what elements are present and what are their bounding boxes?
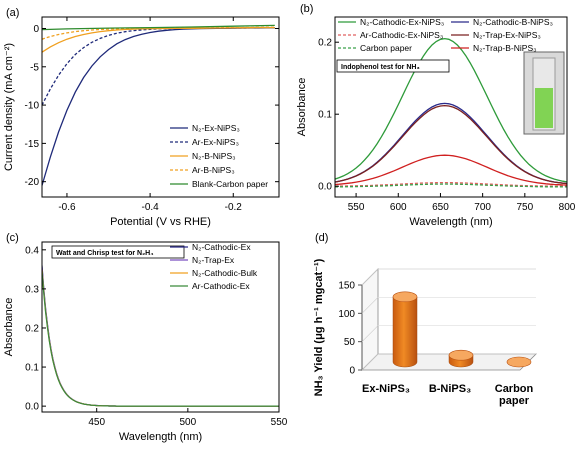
y-tick-label-c: 0.2 — [25, 323, 39, 334]
gridline-d — [361, 297, 379, 314]
category-label-d: paper — [499, 395, 530, 407]
x-axis-label-a: Potential (V vs RHE) — [110, 216, 211, 228]
y-tick-label-d: 150 — [338, 281, 355, 292]
panel-b-label: (b) — [300, 3, 313, 15]
panel-a: (a) -0.6 -0.4 -0.2 0 -5 -10 -15 -20 Potential (V … — [3, 7, 280, 228]
panel-a-label: (a) — [6, 7, 19, 19]
annotation-c: Watt and Chrisp test for N₂H₄ — [56, 250, 154, 257]
legend-label-c: N₂-Cathodic-Bulk — [192, 268, 258, 278]
y-tick-label-d: 100 — [338, 309, 355, 320]
x-tick-label-c: 500 — [180, 417, 197, 428]
series-a-4 — [42, 24, 275, 31]
y-tick-label-b: 0.2 — [318, 38, 332, 49]
x-tick-label-b: 750 — [516, 202, 533, 213]
x-tick-label-c: 450 — [88, 417, 105, 428]
legend-label-a: Blank-Carbon paper — [192, 179, 268, 189]
legend-label-b: N₂-Trap-B-NiPS₃ — [473, 43, 537, 53]
series-b-5 — [335, 154, 567, 186]
series-a-0 — [42, 27, 275, 186]
y-tick-label-d: 50 — [344, 337, 356, 348]
annotation-box-c — [51, 245, 185, 259]
series-b-0 — [335, 37, 567, 183]
gridline-d — [361, 268, 379, 286]
y-axis-label-a: Current density (mA cm⁻²) — [3, 43, 15, 171]
panel-b-frame — [334, 16, 568, 198]
y-tick-label-a: -15 — [25, 139, 40, 150]
x-tick-label-b: 550 — [348, 202, 365, 213]
y-tick-label-c: 0.0 — [25, 402, 39, 413]
legend-label-a: Ar-Ex-NiPS₃ — [192, 137, 239, 147]
legend-label-b: Ar-Cathodic-Ex-NiPS₃ — [360, 30, 443, 40]
panel-d: (d) 0 50 100 150 NH₃ Yield (μg h⁻¹ mgcat⁻¹) Ex… — [313, 232, 537, 407]
bar-top-0 — [392, 291, 418, 303]
series-b-3 — [335, 104, 567, 185]
category-label-d: Carbon — [495, 383, 534, 395]
legend-label-b: Carbon paper — [360, 43, 412, 53]
legend-label-b: N₂-Trap-Ex-NiPS₃ — [473, 30, 541, 40]
x-tick-label-a: -0.2 — [225, 202, 243, 213]
side-wall — [361, 268, 379, 371]
gridline-d — [361, 353, 379, 371]
x-axis-label-b: Wavelength (nm) — [409, 216, 492, 228]
y-tick-label-a: -20 — [25, 177, 40, 188]
y-tick-label-c: 0.3 — [25, 284, 39, 295]
panel-d-label: (d) — [315, 232, 328, 244]
x-tick-label-b: 700 — [474, 202, 491, 213]
y-tick-label-c: 0.4 — [25, 245, 39, 256]
series-a-1 — [42, 27, 275, 106]
annotation-b: Indophenol test for NH₃ — [341, 64, 420, 71]
legend-label-a: Ar-B-NiPS₃ — [192, 165, 235, 175]
gridline-d — [361, 325, 379, 342]
legend-label-b: N₂-Cathodic-B-NiPS₃ — [473, 17, 553, 27]
panel-c: (c) 450 500 550 0.0 0.1 0.2 0.3 0.4 Wavelength (n… — [3, 232, 288, 443]
cuvette-green-liquid — [535, 88, 553, 128]
series-b-4 — [335, 183, 567, 188]
category-label-d: Ex-NiPS₃ — [362, 383, 410, 395]
x-tick-label-c: 550 — [271, 417, 288, 428]
annotation-box-b — [336, 59, 450, 73]
legend-label-c: N₂-Cathodic-Ex — [192, 242, 251, 252]
y-tick-label-d: 0 — [349, 366, 355, 377]
x-axis-label-c: Wavelength (nm) — [119, 431, 202, 443]
panel-b: (b) 550 600 650 700 750 800 0.0 0.1 0.2 Wavelength… — [296, 3, 576, 228]
legend-label-a: N₂-B-NiPS₃ — [192, 151, 236, 161]
x-tick-label-b: 800 — [559, 202, 576, 213]
y-tick-label-c: 0.1 — [25, 363, 39, 374]
bar-top-2 — [506, 356, 532, 368]
y-tick-label-b: 0.1 — [318, 110, 332, 121]
panel-c-frame — [41, 241, 280, 413]
y-tick-label-b: 0.0 — [318, 182, 332, 193]
legend-label-b: N₂-Cathodic-Ex-NiPS₃ — [360, 17, 444, 27]
bar-0 — [392, 296, 418, 368]
y-axis-label-c: Absorbance — [3, 298, 15, 357]
category-label-d: B-NiPS₃ — [429, 383, 471, 395]
panel-c-label: (c) — [6, 232, 19, 244]
series-a-3 — [42, 26, 275, 40]
y-axis-label-b: Absorbance — [296, 78, 308, 137]
x-tick-label-b: 600 — [390, 202, 407, 213]
series-c-3 — [42, 271, 279, 407]
y-tick-label-a: -5 — [30, 62, 39, 73]
legend-label-c: N₂-Trap-Ex — [192, 255, 235, 265]
series-b-2 — [335, 181, 567, 187]
y-tick-label-a: -10 — [25, 101, 40, 112]
x-tick-label-b: 650 — [432, 202, 449, 213]
x-tick-label-a: -0.4 — [141, 202, 159, 213]
y-tick-label-a: 0 — [33, 24, 39, 35]
y-axis-label-d: NH₃ Yield (μg h⁻¹ mgcat⁻¹) — [313, 258, 325, 396]
x-tick-label-a: -0.6 — [58, 202, 76, 213]
legend-label-a: N₂-Ex-NiPS₃ — [192, 123, 240, 133]
bar-top-1 — [448, 349, 474, 361]
panel-a-frame — [41, 16, 280, 198]
legend-label-c: Ar-Cathodic-Ex — [192, 281, 250, 291]
